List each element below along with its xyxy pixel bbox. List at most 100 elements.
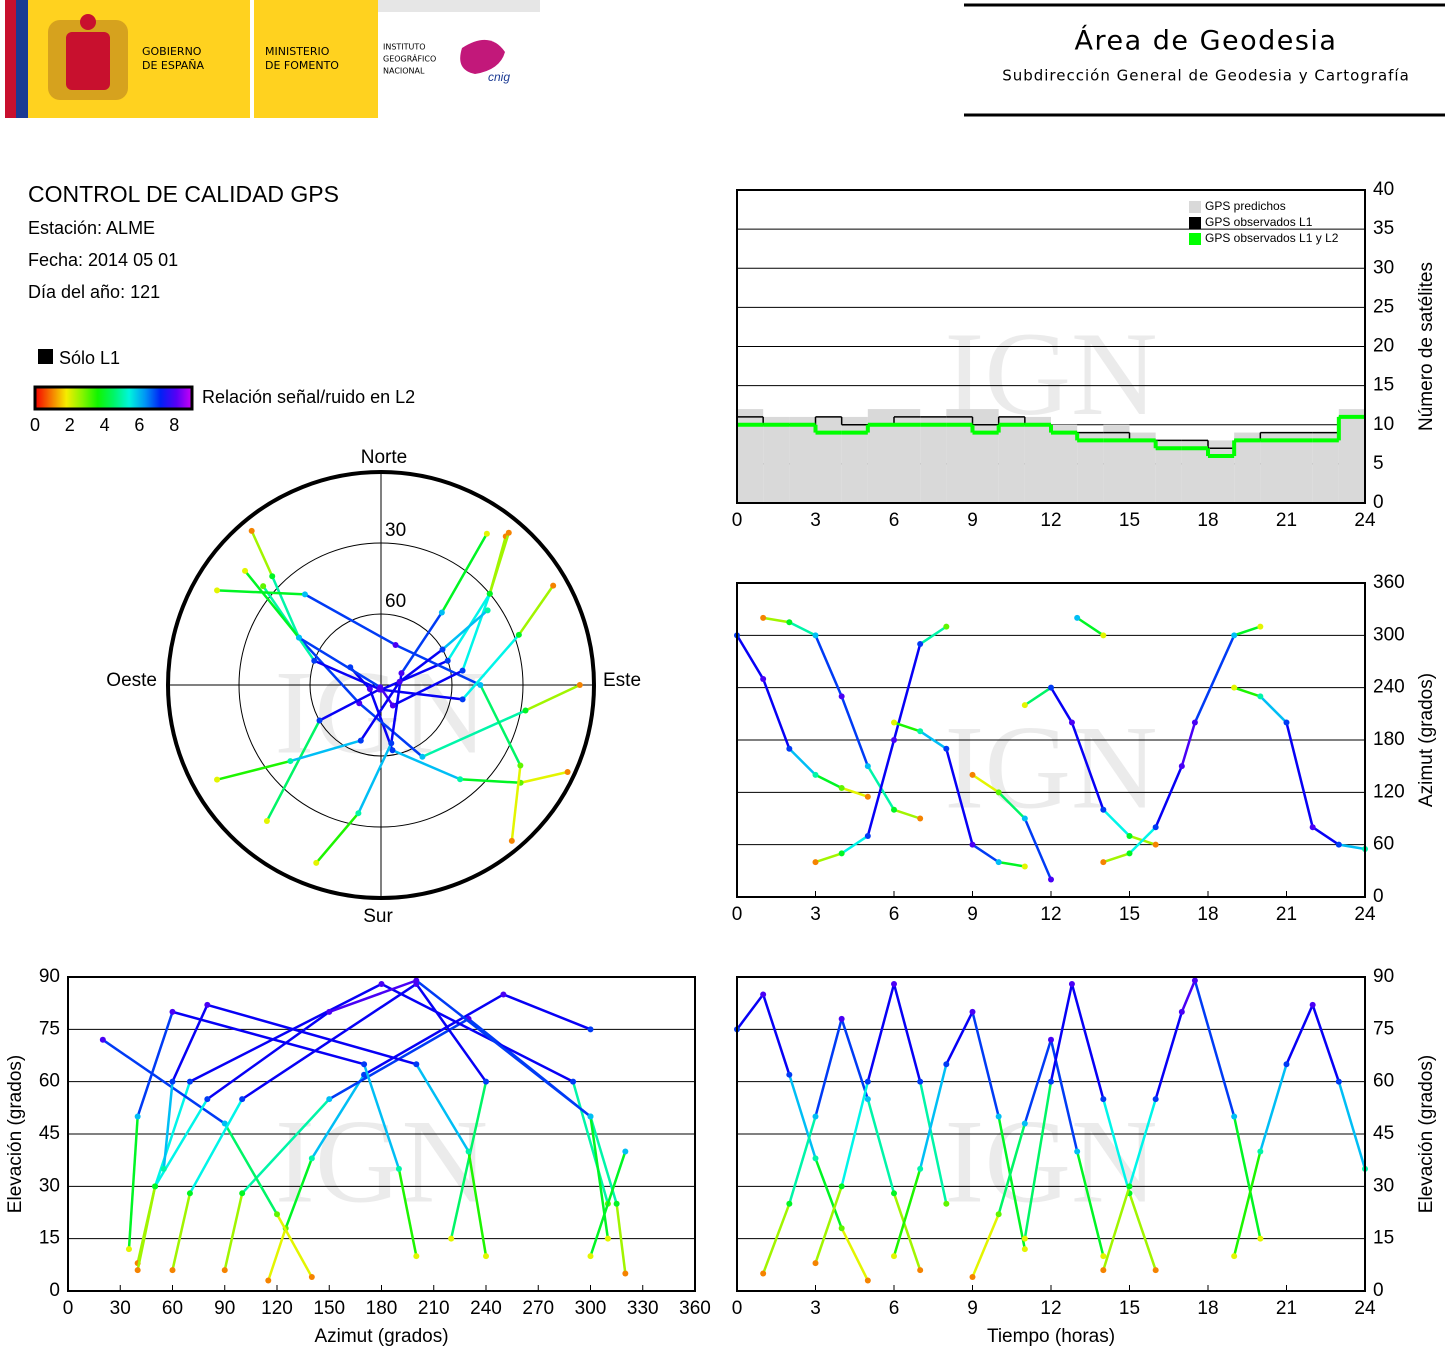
track-point <box>864 1277 871 1284</box>
track-point <box>1309 824 1316 831</box>
track-segment <box>762 616 790 624</box>
track-point <box>1100 632 1107 639</box>
track-segment <box>761 1203 791 1274</box>
track-segment <box>1285 722 1314 828</box>
track-segment <box>589 1116 610 1239</box>
y-tick-label: 25 <box>1373 296 1394 317</box>
track-segment <box>328 979 417 1014</box>
count-area <box>1208 440 1235 503</box>
count-area <box>1260 432 1287 503</box>
track-segment <box>241 982 418 1101</box>
x-tick-label: 18 <box>1197 904 1218 925</box>
x-tick-label: 9 <box>967 904 978 925</box>
track-segment <box>1259 1063 1288 1152</box>
track-segment <box>1337 1081 1367 1170</box>
track-segment <box>1024 686 1052 707</box>
track-point <box>943 1061 950 1068</box>
track-point <box>459 696 466 703</box>
track-segment <box>304 593 397 647</box>
track-segment <box>997 1116 1027 1250</box>
track-segment <box>1311 1004 1341 1083</box>
track-segment <box>1102 852 1130 864</box>
track-segment <box>840 695 870 767</box>
track-segment <box>275 1213 313 1278</box>
y-tick-label: 0 <box>1373 492 1384 513</box>
track-point <box>838 1183 845 1190</box>
arms-crown <box>80 14 96 30</box>
track-segment <box>971 843 1000 864</box>
track-segment <box>1102 808 1131 837</box>
y-tick-label: 15 <box>39 1228 60 1249</box>
cnig-logo <box>460 39 505 74</box>
track-segment <box>840 1081 870 1187</box>
y-tick-label: 5 <box>1373 453 1384 474</box>
track-point <box>377 684 384 691</box>
track-segment <box>524 683 581 712</box>
track-point <box>891 737 897 743</box>
track-point <box>838 1225 845 1232</box>
x-tick-label: 15 <box>1119 510 1140 531</box>
track-point <box>812 1155 819 1162</box>
track-point <box>438 609 445 616</box>
x-tick-label: 150 <box>313 1298 345 1319</box>
gov-line: DE ESPAÑA <box>142 59 205 72</box>
track-segment <box>1193 634 1236 724</box>
track-point <box>969 841 976 848</box>
count-area <box>789 416 816 503</box>
ring-label: 30 <box>385 520 406 541</box>
day-of-year: Día del año: 121 <box>28 282 160 302</box>
track-point <box>995 789 1002 796</box>
track-point <box>891 1190 897 1197</box>
y-axis-label: Elevación (grados) <box>1416 1055 1437 1213</box>
track-point <box>483 1253 489 1260</box>
track-point <box>221 1120 228 1127</box>
track-segment <box>892 1192 922 1271</box>
track-point <box>1048 1078 1054 1085</box>
track-segment <box>1259 695 1288 724</box>
x-tick-label: 9 <box>967 1298 978 1319</box>
track-point <box>786 1200 793 1207</box>
count-area <box>815 416 842 503</box>
track-segment <box>400 611 443 674</box>
track-point <box>378 980 385 987</box>
track-point <box>1335 1078 1342 1085</box>
track-point <box>1068 980 1075 987</box>
track-segment <box>998 860 1026 868</box>
track-point <box>99 1036 106 1043</box>
track-point <box>1191 719 1198 726</box>
y-tick-label: 35 <box>1373 218 1394 239</box>
track-point <box>508 837 515 844</box>
track-point <box>943 1200 950 1207</box>
track-segment <box>840 834 869 855</box>
track-point <box>1021 863 1028 870</box>
track-point <box>125 1246 132 1253</box>
track-point <box>515 631 522 638</box>
count-area <box>1103 424 1130 503</box>
track-point <box>1309 1001 1316 1008</box>
track-segment <box>1193 980 1236 1117</box>
track-point <box>265 1277 272 1284</box>
track-point <box>1074 614 1081 621</box>
x-tick-label: 24 <box>1354 904 1376 925</box>
colorbar-tick-label: 2 <box>65 415 75 435</box>
legend-label: GPS observados L1 y L2 <box>1205 231 1339 245</box>
cnig-text: cnig <box>488 70 510 84</box>
track-point <box>357 737 364 744</box>
track-point <box>1257 1148 1264 1155</box>
track-segment <box>171 1004 209 1083</box>
track-point <box>1126 850 1133 857</box>
x-tick-label: 300 <box>575 1298 607 1319</box>
y-tick-label: 120 <box>1373 781 1405 802</box>
x-tick-label: 21 <box>1276 510 1297 531</box>
x-tick-label: 12 <box>1040 510 1061 531</box>
track-point <box>392 641 399 648</box>
track-point <box>308 1274 315 1281</box>
track-point <box>444 657 451 664</box>
track-point <box>576 682 583 688</box>
track-segment <box>840 1227 869 1282</box>
x-tick-label: 6 <box>889 1298 900 1319</box>
track-point <box>313 859 320 866</box>
track-segment <box>502 993 591 1031</box>
track-point <box>760 1270 767 1277</box>
